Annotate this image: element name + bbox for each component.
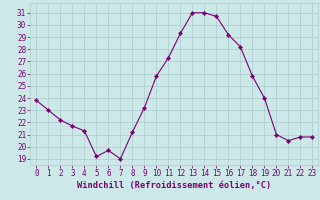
X-axis label: Windchill (Refroidissement éolien,°C): Windchill (Refroidissement éolien,°C) (77, 181, 272, 190)
